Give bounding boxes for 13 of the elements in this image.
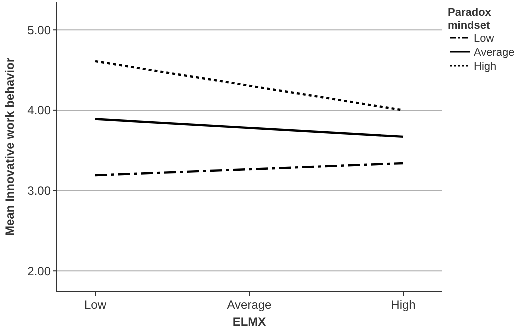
y-tick-label: 4.00 xyxy=(28,104,52,118)
x-axis-title: ELMX xyxy=(232,315,266,329)
y-tick-label: 2.00 xyxy=(28,264,52,278)
legend-label: High xyxy=(474,61,497,73)
x-tick-label: Low xyxy=(84,298,107,312)
y-tick-label: 5.00 xyxy=(28,23,52,38)
legend-label: Low xyxy=(474,33,494,45)
legend-title: Paradox mindset xyxy=(448,7,492,32)
x-tick-label: High xyxy=(391,298,416,312)
x-tick-label: Average xyxy=(227,298,272,312)
y-axis-title: Mean Innovative work behavior xyxy=(3,58,17,236)
y-tick-label: 3.00 xyxy=(28,184,52,198)
legend-label: Average xyxy=(474,47,515,59)
